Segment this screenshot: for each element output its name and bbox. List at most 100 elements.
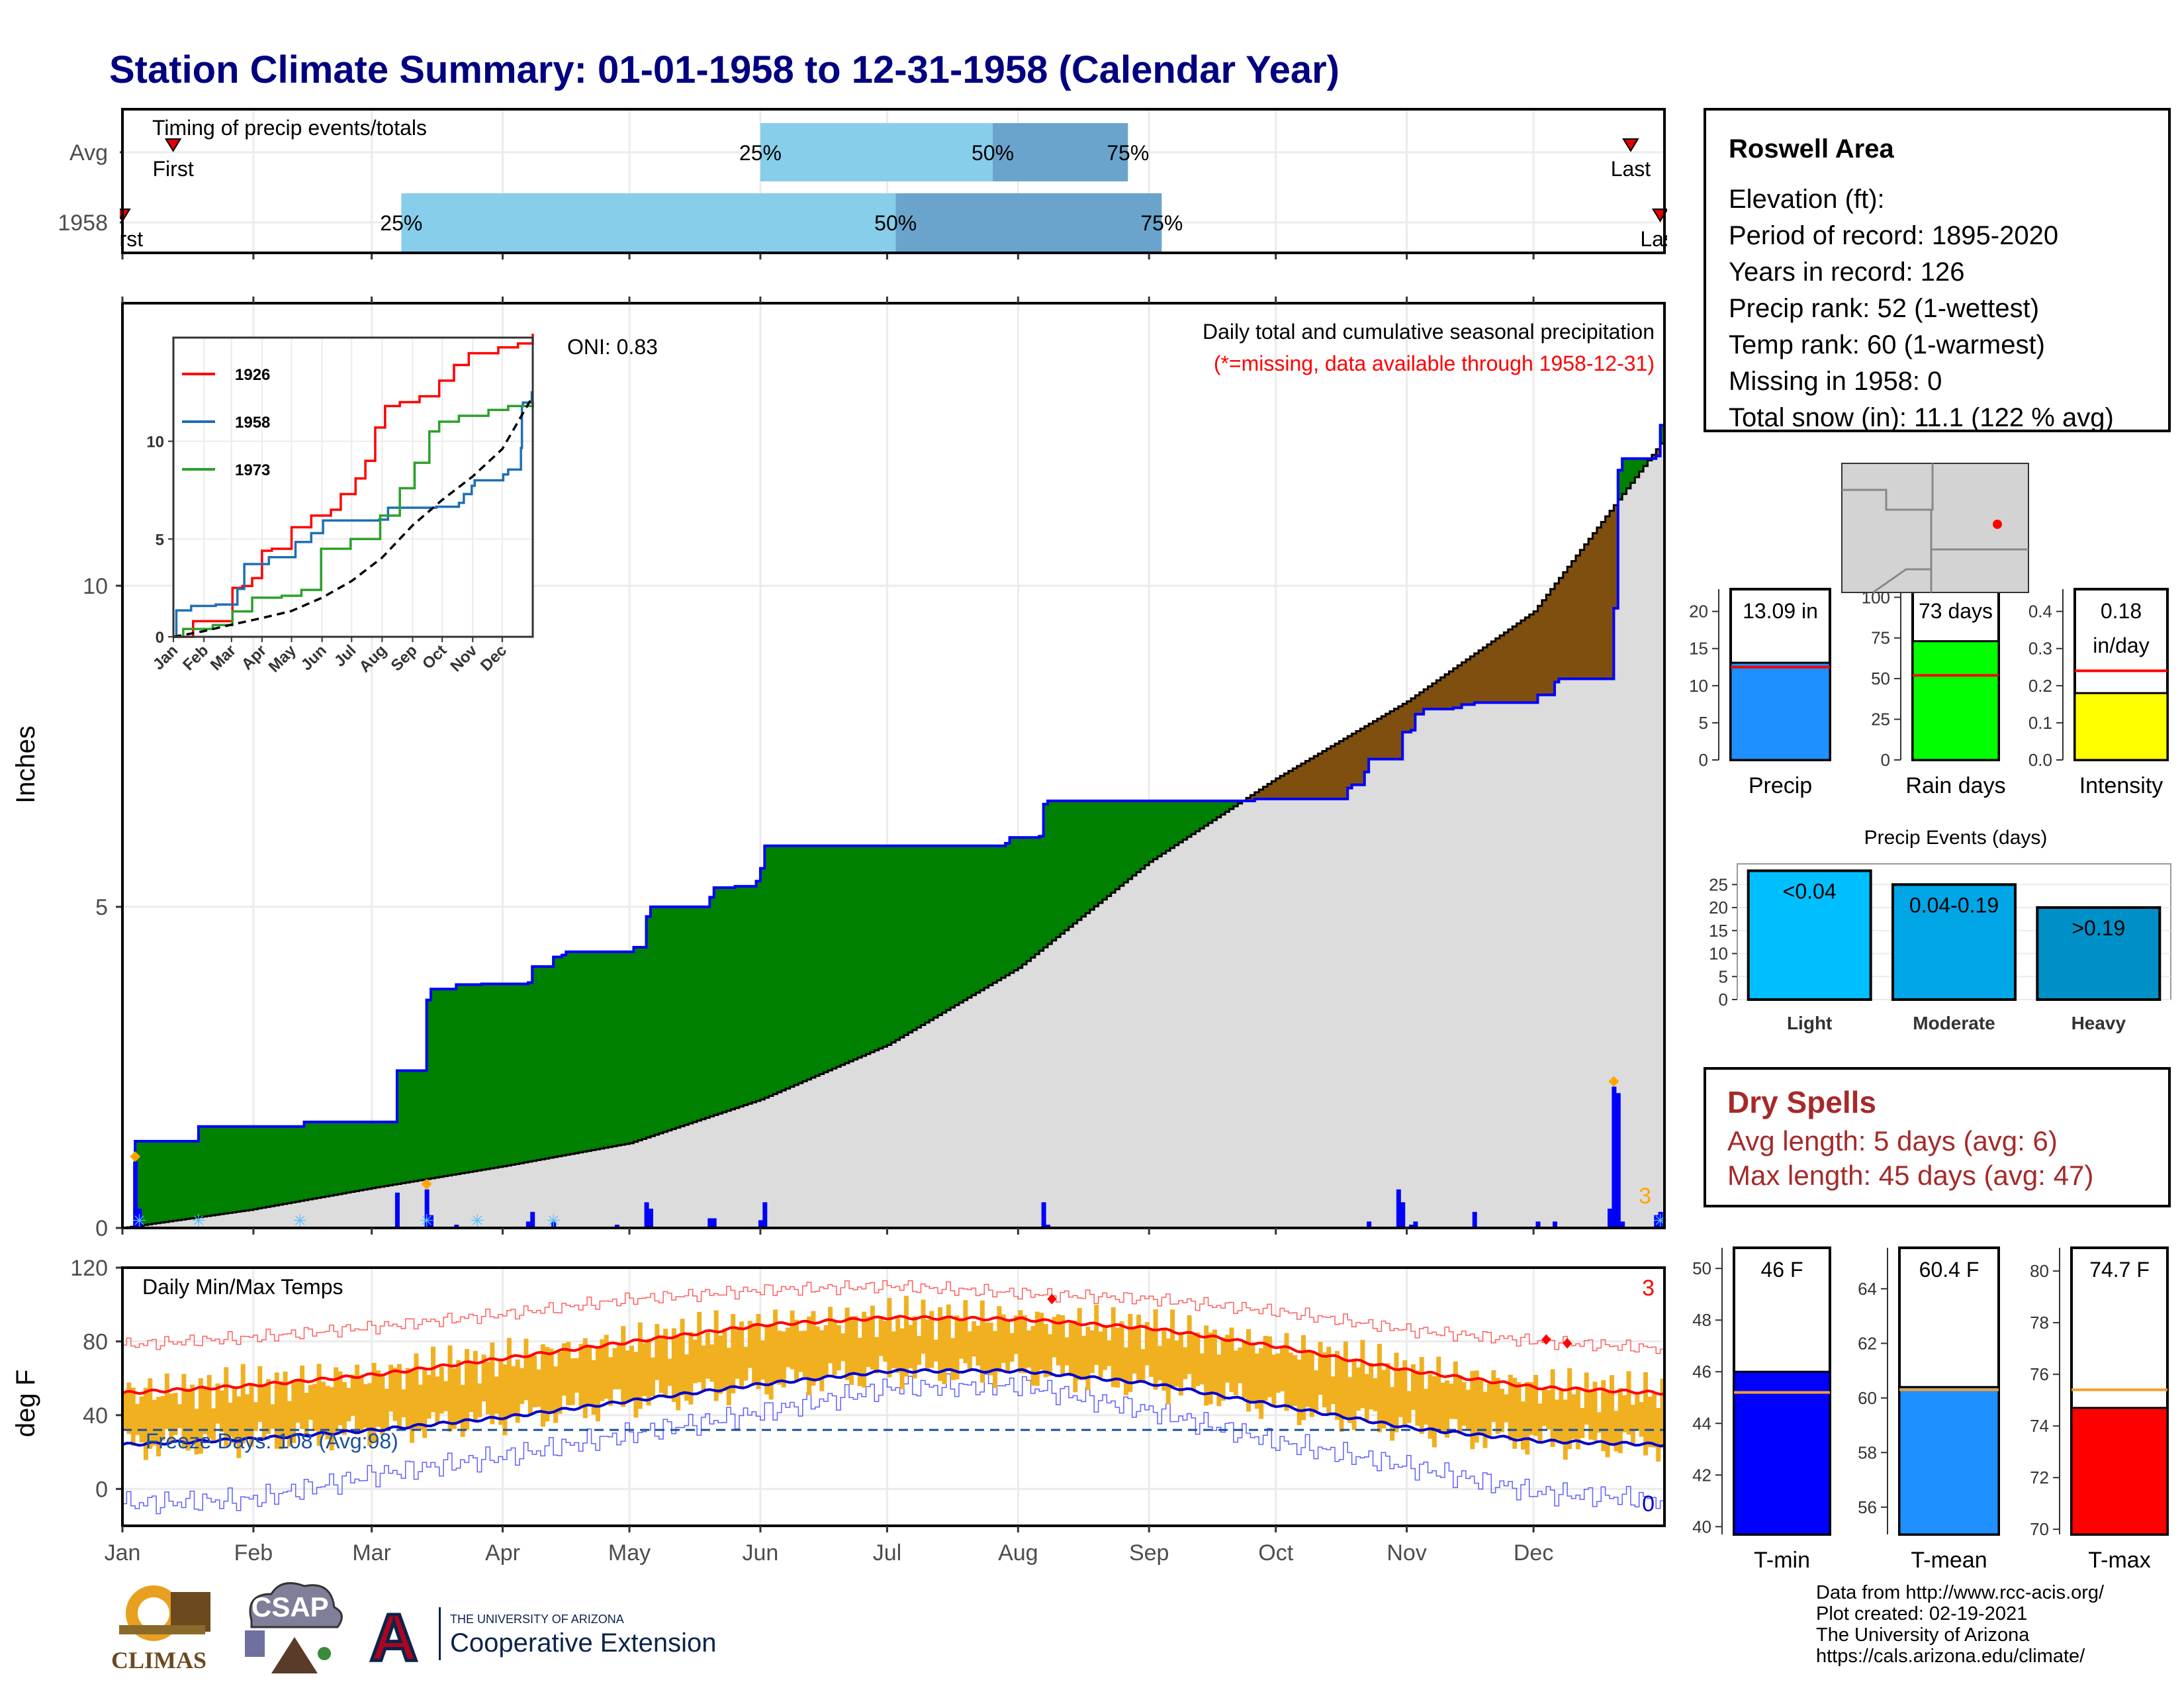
daily-temp-range: [553, 1366, 559, 1423]
daily-temp-range: [1009, 1333, 1015, 1362]
surplus-segment: [807, 845, 812, 1080]
daily-temp-range: [1449, 1383, 1454, 1419]
daily-temp-range: [1440, 1382, 1445, 1432]
daily-temp-range: [1149, 1330, 1154, 1378]
deficit-segment: [1390, 711, 1395, 759]
deficit-segment: [1453, 668, 1458, 708]
surplus-segment: [536, 966, 541, 1160]
daily-temp-range: [747, 1321, 752, 1368]
daily-precip-bar: [1367, 1221, 1372, 1228]
precip-ytick-label: 0: [95, 1216, 108, 1241]
daily-temp-range: [938, 1307, 943, 1382]
mini-bar-raindays: [1911, 640, 2000, 761]
daily-temp-range: [232, 1386, 237, 1444]
surplus-segment: [316, 1121, 322, 1198]
snow-marker: ✳: [132, 1211, 147, 1231]
daily-temp-range: [582, 1338, 588, 1419]
mini-ytick-label: 15: [1689, 639, 1708, 659]
station-location-dot: [1993, 520, 2002, 529]
surplus-segment: [388, 1121, 394, 1186]
surplus-segment: [1140, 800, 1146, 869]
mini-ytick-label: 78: [2030, 1313, 2049, 1333]
daily-temp-range: [794, 1319, 799, 1383]
deficit-segment: [1491, 641, 1496, 703]
mini-ytick-label: 74: [2030, 1416, 2049, 1436]
daily-temp-range: [1301, 1335, 1306, 1421]
surplus-segment: [494, 984, 499, 1168]
surplus-segment: [582, 951, 588, 1152]
deficit-segment: [1563, 572, 1568, 679]
surplus-segment: [1052, 800, 1057, 941]
event-bar-label: <0.04: [1783, 879, 1837, 903]
surplus-segment: [1626, 458, 1631, 489]
surplus-segment: [279, 1126, 284, 1205]
surplus-segment: [908, 845, 913, 1033]
surplus-segment: [646, 916, 651, 1138]
daily-temp-range: [240, 1364, 246, 1444]
daily-precip-bar: [137, 1208, 142, 1228]
info-missing: Missing in 1958: 0: [1729, 367, 1942, 396]
daily-temp-range: [764, 1327, 770, 1395]
daily-precip-bar: [711, 1218, 717, 1228]
inset-line-1926: [173, 334, 534, 638]
surplus-segment: [1136, 800, 1142, 872]
info-snow: Total snow (in): 11.1 (122 % avg): [1729, 403, 2114, 432]
daily-precip-bar: [133, 1162, 138, 1228]
daily-temp-range: [680, 1319, 685, 1396]
mini-ytick-label: 76: [2030, 1364, 2049, 1384]
daily-temp-range: [211, 1408, 216, 1441]
deficit-segment: [1394, 708, 1399, 759]
daily-temp-range: [190, 1384, 195, 1441]
inset-line-1973: [173, 402, 534, 638]
daily-temp-range: [1013, 1315, 1019, 1354]
daily-temp-range: [1512, 1378, 1518, 1449]
surplus-segment: [396, 1070, 402, 1184]
daily-precip-bar: [429, 1215, 433, 1228]
mini-ytick-label: 70: [2030, 1519, 2049, 1539]
daily-temp-range: [363, 1384, 368, 1428]
surplus-segment: [380, 1121, 385, 1187]
daily-temp-range: [1596, 1412, 1602, 1433]
surplus-segment: [832, 845, 837, 1069]
daily-temp-range: [815, 1326, 820, 1380]
surplus-segment: [426, 1000, 432, 1180]
surplus-segment: [764, 845, 770, 1098]
daily-temp-range: [1238, 1347, 1243, 1383]
daily-temp-range: [1318, 1342, 1323, 1395]
deficit-segment: [1575, 555, 1580, 679]
temps-ytick-label: 0: [95, 1477, 108, 1502]
daily-temp-range: [527, 1355, 533, 1415]
surplus-segment: [811, 845, 816, 1078]
surplus-segment: [418, 1070, 423, 1181]
mini-bar-intensity: [2073, 692, 2169, 761]
daily-temp-range: [245, 1394, 250, 1438]
surplus-segment: [498, 984, 504, 1167]
mini-ytick-label: 0.4: [2028, 602, 2052, 622]
mini-ytick-label: 10: [1689, 676, 1708, 696]
daily-temp-range: [1153, 1309, 1158, 1390]
daily-temp-range: [870, 1305, 875, 1370]
credit-university: The University of Arizona: [1816, 1624, 2030, 1646]
surplus-segment: [950, 845, 956, 1008]
mini-ytick-label: 0.3: [2028, 639, 2052, 659]
timing-panel: 25%50%75%FirstLastAvg25%50%75%FirstLast1…: [0, 93, 1700, 265]
surplus-segment: [857, 845, 862, 1058]
surplus-segment: [642, 947, 647, 1139]
surplus-segment: [684, 906, 689, 1125]
daily-temp-range: [270, 1404, 275, 1429]
precip-events-panel: Precip Events (days) 0 510 15 20 25 <0.04 Light…: [1709, 827, 2171, 1033]
daily-temp-range: [1204, 1325, 1209, 1406]
daily-temp-range: [1157, 1346, 1162, 1381]
daily-temp-range: [1280, 1346, 1285, 1391]
surplus-segment: [591, 951, 596, 1150]
mini-ytick-label: 40: [1692, 1517, 1711, 1536]
daily-temp-range: [688, 1332, 694, 1405]
surplus-segment: [993, 845, 997, 983]
surplus-segment: [798, 845, 803, 1084]
deficit-segment: [1504, 632, 1509, 703]
precip-subtitle: (*=missing, data available through 1958-…: [1214, 352, 1655, 375]
daily-temp-range: [844, 1307, 850, 1380]
daily-temp-range: [1132, 1327, 1137, 1374]
daily-temp-range: [469, 1362, 474, 1413]
